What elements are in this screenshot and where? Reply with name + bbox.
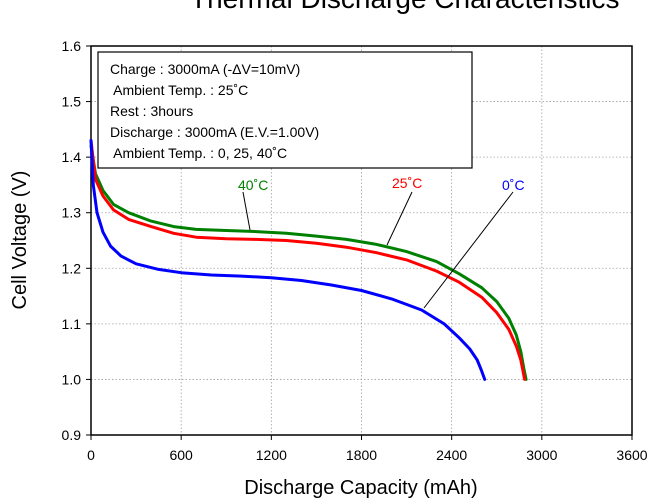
series-label-25c: 25˚C [392,175,422,191]
leader-line-25c [386,191,413,246]
y-tick-label: 1.4 [62,149,82,165]
condition-line: Discharge : 3000mA (E.V.=1.00V) [110,124,319,140]
y-tick-label: 1.2 [62,260,82,276]
y-tick-label: 1.0 [62,371,82,387]
y-tick-label: 0.9 [62,427,82,443]
condition-line: Ambient Temp. : 25˚C [110,82,248,98]
condition-line: Rest : 3hours [110,103,193,119]
series-line-40c [89,144,528,381]
x-tick-label: 1200 [256,447,287,463]
x-tick-label: 1800 [346,447,377,463]
x-tick-label: 3000 [526,447,557,463]
condition-line: Ambient Temp. : 0, 25, 40˚C [110,145,287,161]
y-tick-label: 1.1 [62,316,82,332]
leader-line-40c [242,191,251,231]
axis-ticks [86,45,633,440]
condition-line: Charge : 3000mA (-ΔV=10mV) [110,61,300,77]
y-axis-label: Cell Voltage (V) [9,171,31,310]
x-tick-label: 0 [87,447,95,463]
x-tick-label: 3600 [616,447,647,463]
y-tick-label: 1.5 [62,94,82,110]
y-tick-labels: 0.9 1.0 1.1 1.2 1.3 1.4 1.5 1.6 [62,38,82,443]
y-tick-label: 1.3 [62,205,82,221]
chart-title: Thermal Discharge Characteristics [190,0,619,14]
series-line-25c [89,139,527,381]
series-label-leaders [242,191,514,309]
series-label-40c: 40˚C [238,177,268,193]
series-lines [89,139,528,381]
y-tick-label: 1.6 [62,38,82,54]
series-line-0c [89,139,487,381]
x-tick-labels: 0 600 1200 1800 2400 3000 3600 [87,447,648,463]
conditions-box-frame [97,51,473,169]
x-axis-label: Discharge Capacity (mAh) [244,477,477,499]
series-labels: 40˚C 25˚C 0˚C [238,175,525,193]
x-tick-label: 600 [169,447,193,463]
leader-line-0c [423,191,514,309]
series-label-0c: 0˚C [502,177,525,193]
x-tick-label: 2400 [436,447,467,463]
test-conditions-box: Charge : 3000mA (-ΔV=10mV) Ambient Temp.… [97,51,473,169]
